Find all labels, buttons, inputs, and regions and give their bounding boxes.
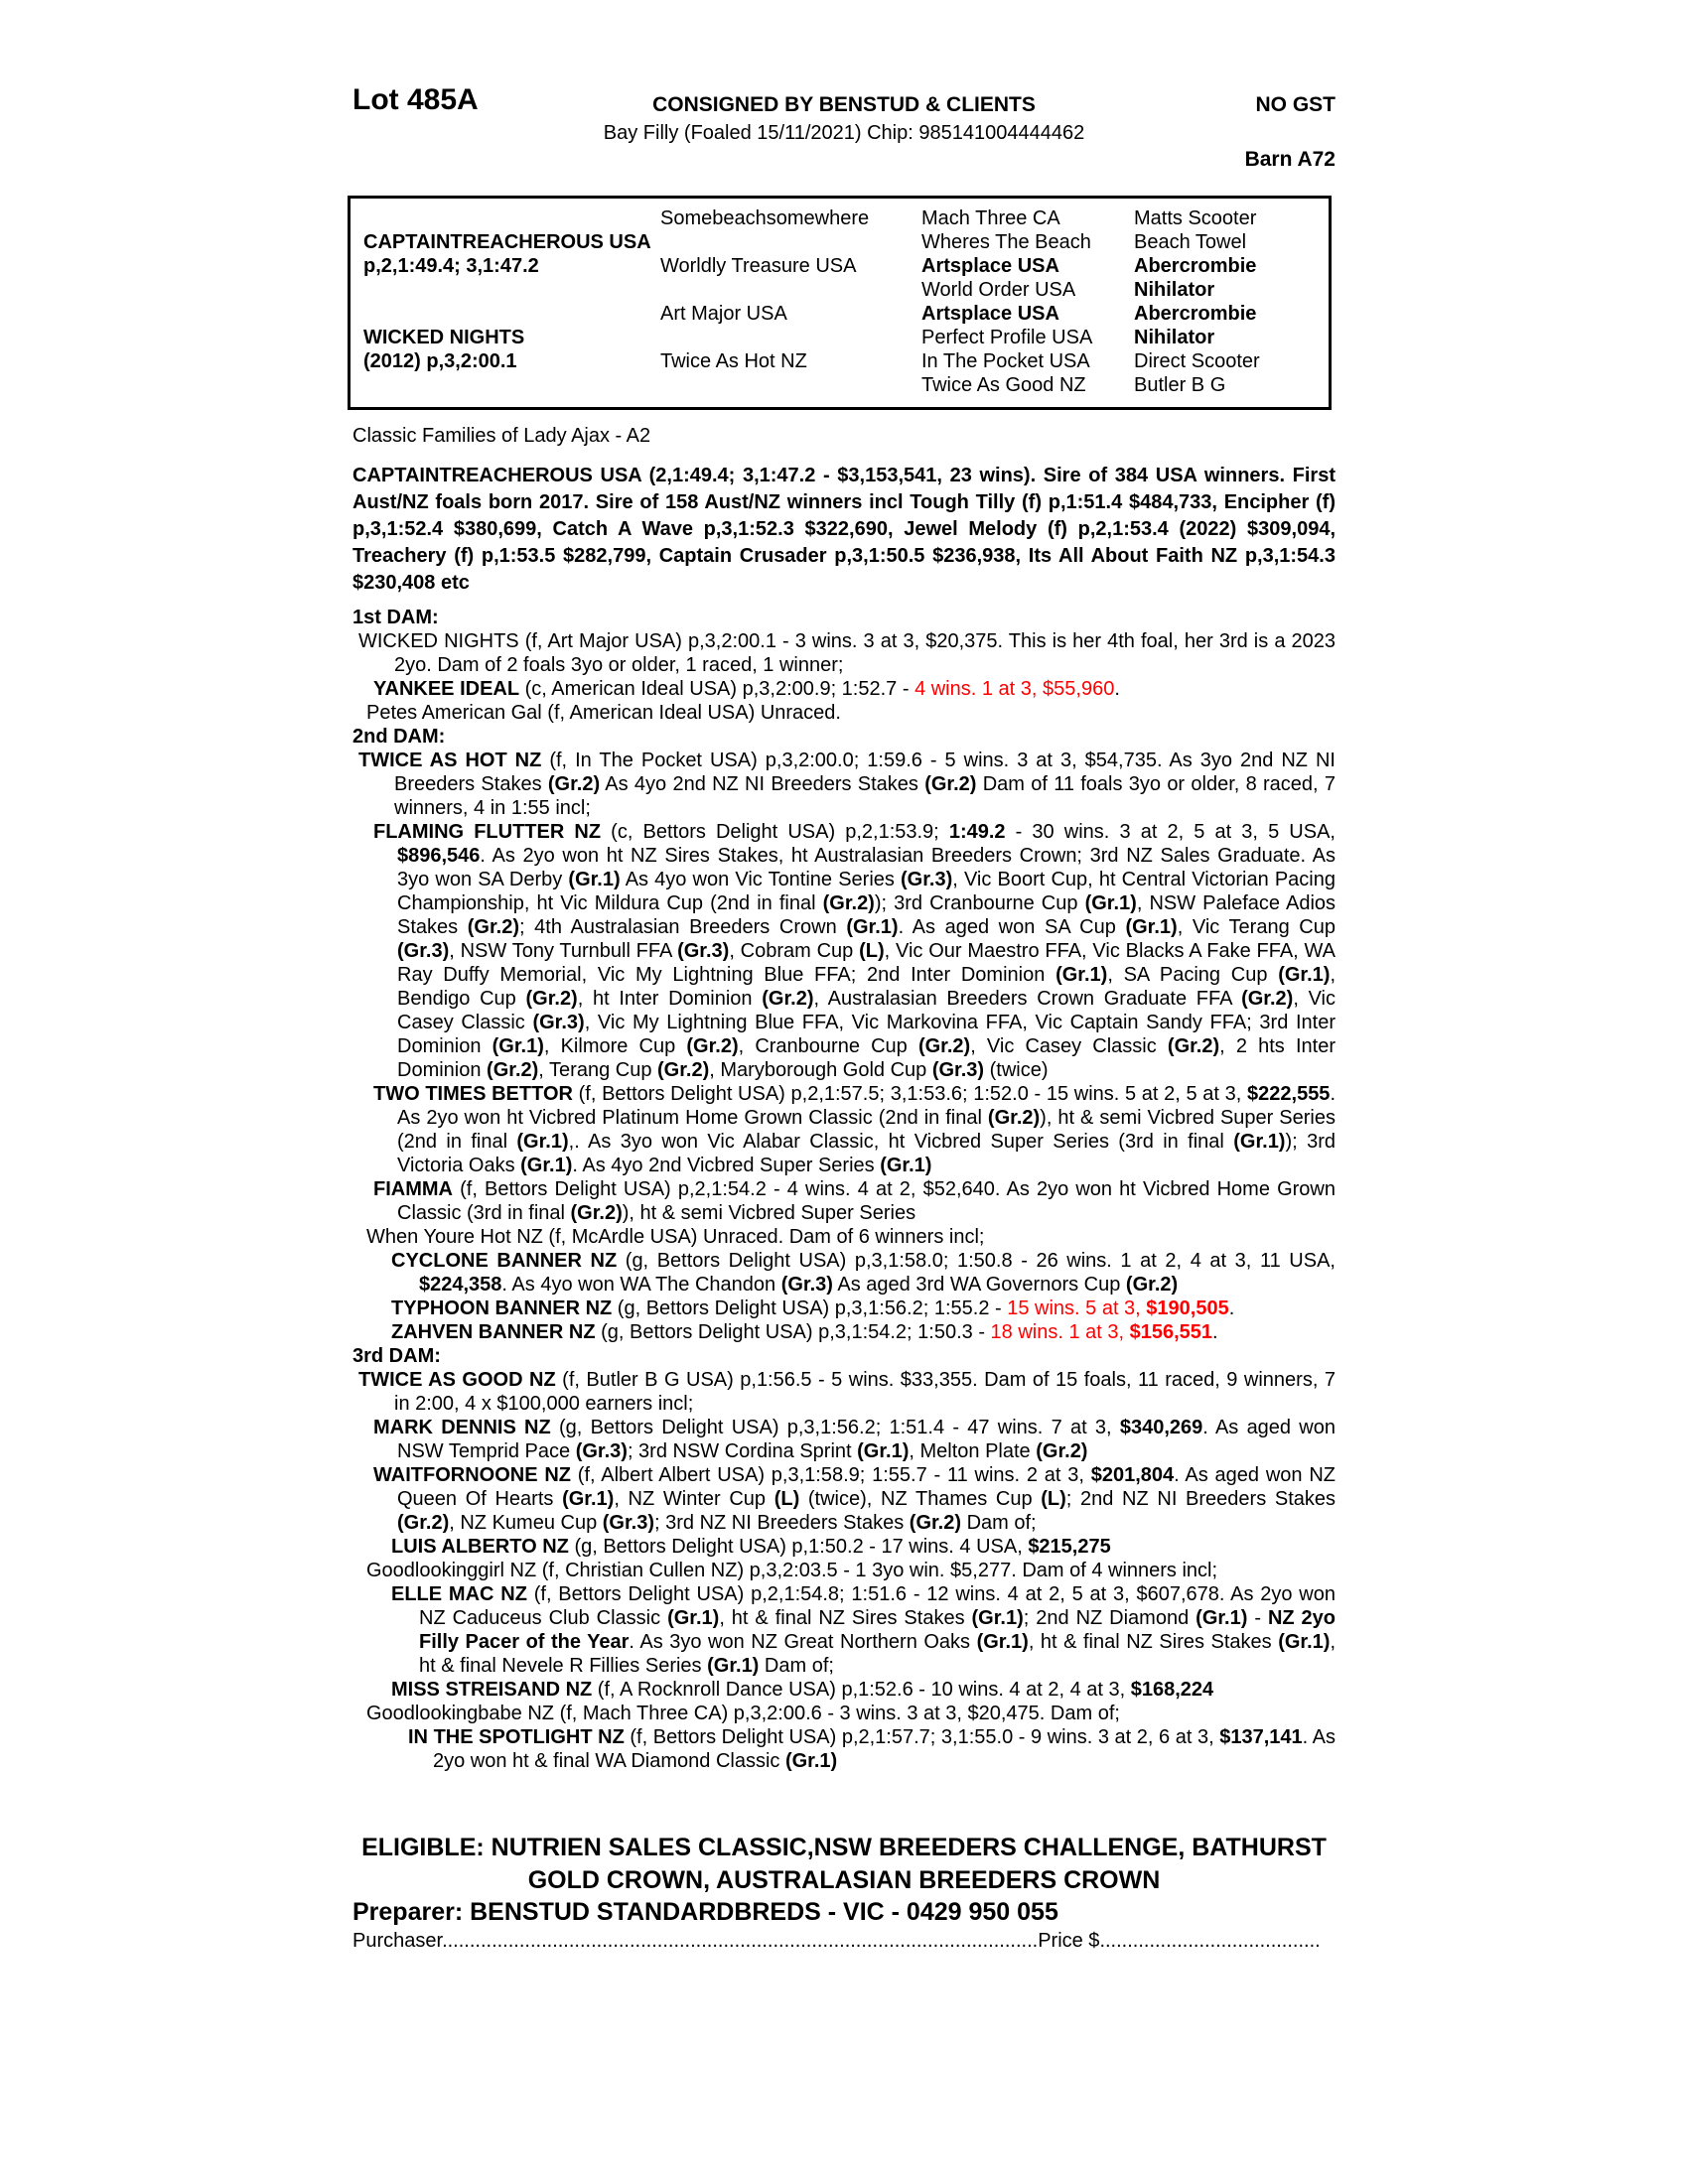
pedigree-text-line: FLAMING FLUTTER NZ (c, Bettors Delight U… (373, 821, 1336, 1081)
purchaser-dots: ........................................… (442, 1930, 1039, 1952)
pedigree-table: Somebeachsomewhere Mach Three CA Matts Sco… (348, 196, 1332, 410)
pedigree-cell: (2012) p,3,2:00.1 (363, 350, 517, 372)
pedigree-cell: In The Pocket USA (921, 350, 1090, 372)
pedigree-cell: Direct Scooter (1134, 350, 1260, 372)
pedigree-cell: Butler B G (1134, 374, 1226, 396)
pedigree-text-line: TWICE AS HOT NZ (f, In The Pocket USA) p… (358, 750, 1336, 819)
foal-info: Bay Filly (Foaled 15/11/2021) Chip: 9851… (603, 122, 1085, 144)
pedigree-cell (363, 373, 660, 397)
pedigree-text-line: When Youre Hot NZ (f, McArdle USA) Unrac… (366, 1226, 985, 1248)
pedigree-cell: Somebeachsomewhere (660, 207, 870, 229)
pedigree-text-line: MISS STREISAND NZ (f, A Rocknroll Dance … (391, 1679, 1214, 1701)
pedigree-cell: Abercrombie (1134, 303, 1257, 325)
eligible-line-2: GOLD CROWN, AUSTRALASIAN BREEDERS CROWN (527, 1866, 1161, 1894)
pedigree-text-line: Petes American Gal (f, American Ideal US… (366, 702, 841, 724)
pedigree-cell (660, 326, 921, 349)
dam-heading: 2nd DAM: (352, 726, 446, 748)
pedigree-text-line: MARK DENNIS NZ (g, Bettors Delight USA) … (373, 1417, 1336, 1462)
purchaser-label: Purchaser (352, 1930, 443, 1952)
pedigree-cell: Abercrombie (1134, 255, 1257, 277)
pedigree-cell: Perfect Profile USA (921, 327, 1093, 348)
pedigree-text-line: TYPHOON BANNER NZ (g, Bettors Delight US… (391, 1297, 1235, 1319)
purchaser-line: Purchaser...............................… (352, 1930, 1355, 1953)
price-label: Price $ (1038, 1930, 1100, 1952)
pedigree-cell: World Order USA (921, 279, 1076, 301)
pedigree-cell: Nihilator (1134, 279, 1215, 301)
pedigree-text-line: WAITFORNOONE NZ (f, Albert Albert USA) p… (373, 1464, 1336, 1534)
pedigree-cell: Nihilator (1134, 327, 1215, 348)
pedigree-cell: Mach Three CA (921, 207, 1060, 229)
lot-number: Lot 485A (352, 83, 479, 116)
family-line: Classic Families of Lady Ajax - A2 (352, 425, 651, 447)
pedigree-cell (363, 302, 660, 326)
pedigree-cell (660, 373, 921, 397)
pedigree-cell: Matts Scooter (1134, 207, 1257, 229)
pedigree-text-line: YANKEE IDEAL (c, American Ideal USA) p,3… (373, 678, 1120, 700)
pedigree-cell: CAPTAINTREACHEROUS USA (363, 231, 651, 253)
dam-heading: 3rd DAM: (352, 1345, 441, 1367)
eligible-heading: ELIGIBLE: NUTRIEN SALES CLASSIC,NSW BREE… (352, 1832, 1336, 1897)
pedigree-cell: p,2,1:49.4; 3,1:47.2 (363, 255, 539, 277)
pedigree-cell: Worldly Treasure USA (660, 255, 857, 277)
pedigree-cell: Twice As Hot NZ (660, 350, 807, 372)
pedigree-text-line: FIAMMA (f, Bettors Delight USA) p,2,1:54… (373, 1178, 1336, 1224)
pedigree-text-line: TWICE AS GOOD NZ (f, Butler B G USA) p,1… (358, 1369, 1336, 1415)
price-dots: ........................................ (1099, 1930, 1321, 1952)
pedigree-cell: Beach Towel (1134, 231, 1247, 253)
pedigree-cell: Artsplace USA (921, 255, 1059, 277)
pedigree-cell (660, 230, 921, 254)
pedigree-text-line: LUIS ALBERTO NZ (g, Bettors Delight USA)… (391, 1536, 1111, 1558)
pedigree-text-line: IN THE SPOTLIGHT NZ (f, Bettors Delight … (408, 1726, 1336, 1772)
barn-number: Barn A72 (1244, 148, 1336, 171)
sire-summary: CAPTAINTREACHEROUS USA (2,1:49.4; 3,1:47… (352, 465, 1336, 594)
pedigree-text-line: WICKED NIGHTS (f, Art Major USA) p,3,2:0… (358, 630, 1336, 676)
pedigree-text-line: Goodlookinggirl NZ (f, Christian Cullen … (366, 1560, 1218, 1581)
pedigree-text-line: CYCLONE BANNER NZ (g, Bettors Delight US… (391, 1250, 1336, 1296)
pedigree-text-line: TWO TIMES BETTOR (f, Bettors Delight USA… (373, 1083, 1336, 1176)
pedigree-cell: Twice As Good NZ (921, 374, 1086, 396)
pedigree-cell (363, 206, 660, 230)
gst-status: NO GST (1255, 93, 1336, 116)
pedigree-text-line: Goodlookingbabe NZ (f, Mach Three CA) p,… (366, 1703, 1120, 1724)
eligible-line-1: ELIGIBLE: NUTRIEN SALES CLASSIC,NSW BREE… (361, 1834, 1327, 1861)
pedigree-cell: Art Major USA (660, 303, 787, 325)
pedigree-cell (363, 278, 660, 302)
dam-heading: 1st DAM: (352, 607, 439, 628)
pedigree-cell: WICKED NIGHTS (363, 327, 525, 348)
pedigree-cell: Wheres The Beach (921, 231, 1091, 253)
pedigree-cell (660, 278, 921, 302)
pedigree-text-line: ELLE MAC NZ (f, Bettors Delight USA) p,2… (391, 1583, 1336, 1677)
pedigree-text-line: ZAHVEN BANNER NZ (g, Bettors Delight USA… (391, 1321, 1218, 1343)
dam-sections: 1st DAM: WICKED NIGHTS (f, Art Major USA)… (352, 606, 1336, 1773)
pedigree-cell: Artsplace USA (921, 303, 1059, 325)
consignor-line: CONSIGNED BY BENSTUD & CLIENTS (652, 93, 1036, 116)
preparer-line: Preparer: BENSTUD STANDARDBREDS - VIC - … (352, 1898, 1058, 1926)
